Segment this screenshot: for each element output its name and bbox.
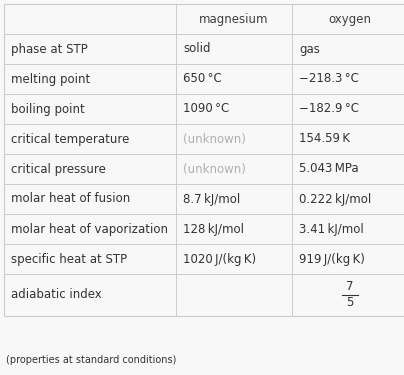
Text: 1090 °C: 1090 °C	[183, 102, 229, 116]
Text: 8.7 kJ/mol: 8.7 kJ/mol	[183, 192, 240, 206]
Text: critical temperature: critical temperature	[11, 132, 129, 146]
Text: critical pressure: critical pressure	[11, 162, 106, 176]
Text: 919 J/(kg K): 919 J/(kg K)	[299, 252, 365, 266]
Text: solid: solid	[183, 42, 210, 56]
Text: adiabatic index: adiabatic index	[11, 288, 102, 302]
Text: molar heat of fusion: molar heat of fusion	[11, 192, 130, 206]
Text: (unknown): (unknown)	[183, 132, 246, 146]
Text: 0.222 kJ/mol: 0.222 kJ/mol	[299, 192, 371, 206]
Text: −182.9 °C: −182.9 °C	[299, 102, 359, 116]
Text: oxygen: oxygen	[328, 12, 372, 26]
Text: boiling point: boiling point	[11, 102, 85, 116]
Text: phase at STP: phase at STP	[11, 42, 88, 56]
Text: melting point: melting point	[11, 72, 90, 86]
Text: 3.41 kJ/mol: 3.41 kJ/mol	[299, 222, 364, 236]
Text: 7: 7	[346, 280, 354, 294]
Text: −218.3 °C: −218.3 °C	[299, 72, 359, 86]
Text: gas: gas	[299, 42, 320, 56]
Text: 5: 5	[346, 297, 354, 309]
Text: molar heat of vaporization: molar heat of vaporization	[11, 222, 168, 236]
Text: (unknown): (unknown)	[183, 162, 246, 176]
Text: 650 °C: 650 °C	[183, 72, 222, 86]
Text: 154.59 K: 154.59 K	[299, 132, 350, 146]
Text: 1020 J/(kg K): 1020 J/(kg K)	[183, 252, 256, 266]
Text: specific heat at STP: specific heat at STP	[11, 252, 127, 266]
Text: (properties at standard conditions): (properties at standard conditions)	[6, 355, 177, 365]
Text: 5.043 MPa: 5.043 MPa	[299, 162, 359, 176]
Text: magnesium: magnesium	[199, 12, 269, 26]
Text: 128 kJ/mol: 128 kJ/mol	[183, 222, 244, 236]
